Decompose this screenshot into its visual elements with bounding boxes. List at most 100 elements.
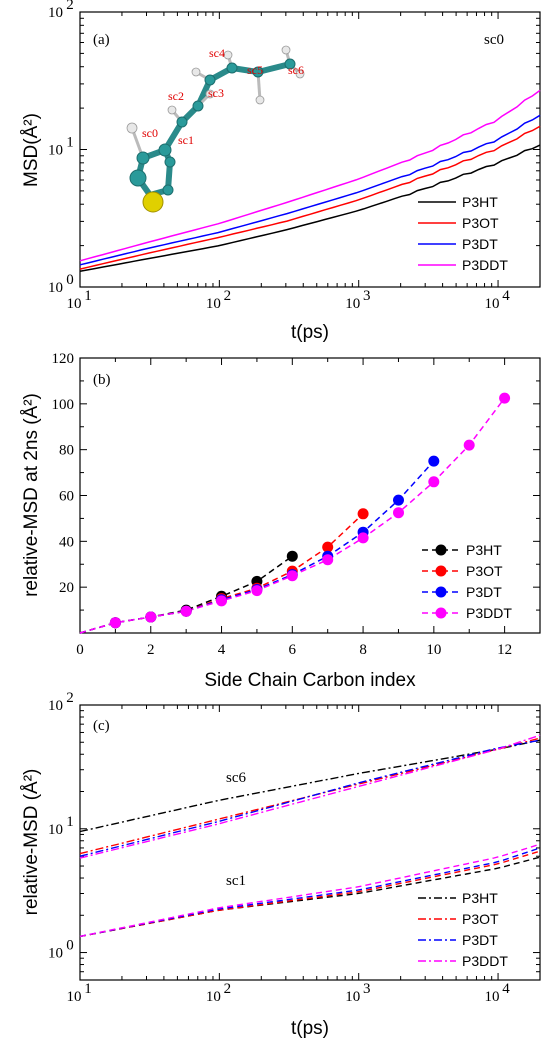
molecule-sulfur-atom — [142, 191, 164, 213]
data-point-b-p3dt — [428, 455, 440, 467]
molecule-inset: sc0 sc1 sc2 sc3 sc4 sc5 sc6 — [126, 45, 305, 213]
x-tick-exponent-c: 4 — [502, 981, 510, 997]
series-line-b-p3dt — [79, 460, 435, 634]
molecule-labels: sc0 sc1 sc2 sc3 sc4 sc5 sc6 — [142, 46, 304, 147]
y-tick-label-b: 60 — [59, 489, 74, 505]
legend-marker-b — [435, 586, 447, 598]
x-tick-label-c: 10 — [345, 989, 360, 1005]
ticks-a: 10 1 10 2 10 3 10 410 010 110 2 — [48, 0, 541, 312]
x-axis-label-a: t(ps) — [291, 322, 329, 343]
y-axis-label-a: MSD(Å²) — [21, 113, 42, 187]
panel-label-c: (c) — [93, 718, 110, 734]
data-point-b-p3ht — [286, 550, 298, 562]
data-point-b-p3ddt — [251, 585, 263, 597]
series-line-b-p3ddt — [79, 397, 506, 634]
legend-label-b: P3DT — [466, 584, 502, 600]
y-tick-label-c: 10 — [48, 946, 63, 962]
legend-a: P3HT P3OT P3DT P3DDT — [418, 194, 508, 273]
x-tick-exponent-c: 3 — [363, 981, 371, 997]
legend-label-b: P3DDT — [466, 605, 512, 621]
lines-b — [79, 392, 511, 634]
x-tick-label-b: 0 — [76, 642, 84, 658]
ticks-c: 10 1 10 2 10 3 10 410 010 110 2 — [48, 690, 541, 1005]
x-tick-exponent-a: 2 — [224, 288, 232, 304]
series-line-a-p3dt — [79, 114, 541, 266]
legend-c: P3HT P3OT P3DT P3DDT — [418, 890, 508, 969]
y-tick-label-a: 10 — [48, 5, 63, 21]
series-line-a-p3ht — [79, 144, 541, 273]
legend-label-c: P3DDT — [462, 953, 508, 969]
x-tick-label-b: 10 — [426, 642, 441, 658]
legend-label-c: P3DT — [462, 932, 498, 948]
y-axis-label-b: relative-MSD at 2ns (Å²) — [21, 393, 42, 597]
legend-label-c: P3OT — [462, 911, 499, 927]
x-tick-exponent-a: 3 — [363, 288, 371, 304]
x-tick-label-a: 10 — [345, 296, 360, 312]
x-tick-label-b: 2 — [147, 642, 155, 658]
molecule-carbon-atoms — [129, 58, 296, 196]
x-tick-label-c: 10 — [485, 989, 500, 1005]
legend-b: P3HT P3OT P3DT P3DDT — [422, 542, 512, 621]
legend-label-a: P3OT — [462, 215, 499, 231]
plot-frame-c — [79, 704, 541, 981]
molecule-label-sc2: sc2 — [168, 89, 184, 103]
series-line-c-sc6-p3dt — [79, 739, 541, 857]
y-tick-exponent-a: 2 — [66, 0, 74, 13]
y-tick-label-c: 10 — [48, 698, 63, 714]
x-tick-label-c: 10 — [206, 989, 221, 1005]
y-tick-exponent-c: 0 — [66, 938, 74, 954]
x-tick-label-a: 10 — [206, 296, 221, 312]
molecule-label-sc1: sc1 — [178, 133, 194, 147]
molecule-hydrogen-atoms — [126, 45, 305, 134]
y-axis-label-c: relative-MSD (Å²) — [21, 769, 42, 916]
data-point-b-p3ddt — [499, 392, 511, 404]
series-line-a-p3ot — [79, 125, 541, 270]
legend-marker-b — [435, 544, 447, 556]
x-tick-label-b: 6 — [289, 642, 297, 658]
x-tick-exponent-c: 2 — [224, 981, 232, 997]
x-tick-exponent-a: 4 — [502, 288, 510, 304]
y-tick-label-a: 10 — [48, 143, 63, 159]
series-line-a-p3ddt — [79, 89, 541, 262]
data-point-b-p3ot — [322, 541, 334, 553]
legend-label-b: P3HT — [466, 542, 502, 558]
data-point-b-p3ddt — [145, 611, 157, 623]
panel-label-a: (a) — [93, 32, 110, 48]
y-tick-label-b: 80 — [59, 443, 74, 459]
y-tick-exponent-c: 1 — [66, 814, 74, 830]
x-tick-label-b: 8 — [359, 642, 367, 658]
data-point-b-p3ddt — [428, 476, 440, 488]
panel-c: (c) sc6 sc1 10 1 10 2 10 3 10 410 010 110 2 P3HTP3… — [21, 690, 541, 1039]
legend-label-a: P3HT — [462, 194, 498, 210]
molecule-label-sc3: sc3 — [208, 86, 224, 100]
panel-b: (b) 0 2 4 6 8 10 12 20 40 60 80 100 120 P3HT P3OT P3DT… — [21, 351, 541, 691]
data-point-b-p3ddt — [322, 554, 334, 566]
x-tick-label-c: 10 — [67, 989, 82, 1005]
data-point-b-p3ddt — [180, 605, 192, 617]
y-tick-label-b: 40 — [59, 534, 74, 550]
series-line-c-sc1-p3ot — [79, 850, 541, 938]
molecule-label-sc0: sc0 — [142, 126, 158, 140]
molecule-label-sc6: sc6 — [288, 63, 304, 77]
y-tick-label-a: 10 — [48, 280, 63, 296]
x-tick-label-a: 10 — [485, 296, 500, 312]
lines-a — [79, 89, 541, 273]
series-line-c-sc6-p3ddt — [79, 734, 541, 859]
data-point-b-p3ddt — [286, 570, 298, 582]
legend-label-b: P3OT — [466, 563, 503, 579]
panel-a: (a) sc0 10 1 10 2 10 3 10 410 010 110 2 — [21, 0, 541, 343]
series-line-c-sc6-p3ht — [79, 739, 541, 833]
series-line-c-sc1-p3dt — [79, 847, 541, 938]
data-point-b-p3ddt — [357, 532, 369, 544]
lines-c — [79, 734, 541, 938]
legend-marker-b — [435, 607, 447, 619]
x-tick-label-a: 10 — [67, 296, 82, 312]
data-point-b-p3ddt — [393, 507, 404, 519]
y-tick-label-c: 10 — [48, 822, 63, 838]
data-point-b-p3dt — [393, 494, 404, 506]
y-tick-label-b: 100 — [52, 397, 75, 413]
group-label-sc6: sc6 — [226, 770, 246, 786]
panel-label-b: (b) — [93, 372, 111, 388]
molecule-label-sc5: sc5 — [247, 63, 263, 77]
x-tick-label-b: 12 — [497, 642, 512, 658]
